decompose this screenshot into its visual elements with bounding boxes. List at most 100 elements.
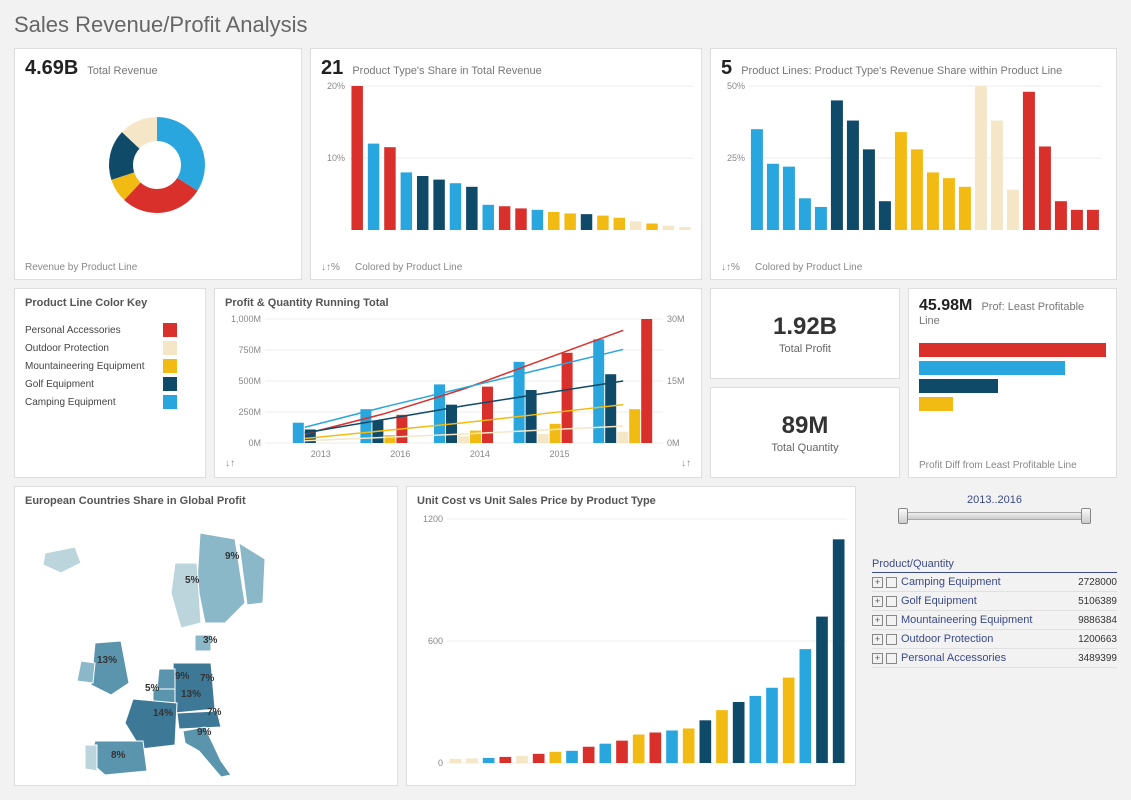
panel-legend: Product Line Color Key Personal Accessor… [14,288,206,478]
svg-text:30M: 30M [667,315,685,324]
sort-icon[interactable]: ↓↑% [721,262,740,273]
svg-text:13%: 13% [181,689,201,700]
tree-row[interactable]: +Camping Equipment2728000 [872,573,1117,592]
legend-swatch [163,359,177,373]
panel-total-revenue: 4.69B Total Revenue Revenue by Product L… [14,48,302,280]
slider-thumb-min[interactable] [898,508,908,524]
tree-header: Product/Quantity [872,556,1117,573]
checkbox[interactable] [886,653,897,664]
hbar [919,361,1106,375]
hbar [919,397,1106,411]
expand-icon[interactable]: + [872,577,883,588]
legend-label: Golf Equipment [25,379,94,390]
donut-chart[interactable] [25,80,293,250]
hbar [919,379,1106,393]
legend-item[interactable]: Mountaineering Equipment [25,359,177,373]
svg-text:750M: 750M [238,345,261,355]
panel-total-quantity: 89M Total Quantity [710,387,900,478]
kpi-21-value: 21 [321,57,343,80]
kpi-5-label: Product Lines: Product Type's Revenue Sh… [741,65,1062,77]
tree-value: 3489399 [1078,653,1117,664]
sort-icon[interactable]: ↓↑ [225,458,235,469]
panel-revenue-caption: Revenue by Product Line [25,262,137,273]
tree-row[interactable]: +Personal Accessories3489399 [872,649,1117,668]
bar-chart-21[interactable]: 20% 10% [321,80,693,250]
tree-label: Camping Equipment [901,576,1078,588]
svg-text:250M: 250M [238,407,261,417]
svg-text:5%: 5% [145,683,160,694]
year-slider[interactable] [902,512,1087,520]
kpi-qty-label: Total Quantity [721,442,889,454]
unit-chart[interactable]: 12006000 [417,513,847,777]
svg-text:2013: 2013 [311,449,331,459]
panel-running-total: Profit & Quantity Running Total 1,000M 75… [214,288,702,478]
sort-icon[interactable]: ↓↑ [681,458,691,469]
svg-text:9%: 9% [225,551,240,562]
hbar [919,343,1106,357]
bar-chart-5[interactable]: 50%25% [721,80,1101,250]
checkbox[interactable] [886,577,897,588]
tree-label: Golf Equipment [901,595,1078,607]
svg-text:0M: 0M [248,438,261,448]
legend-label: Mountaineering Equipment [25,361,145,372]
svg-text:1,000M: 1,000M [231,315,261,324]
legend-swatch [163,341,177,355]
expand-icon[interactable]: + [872,653,883,664]
svg-text:10%: 10% [327,153,345,163]
svg-text:14%: 14% [153,708,173,719]
kpi-profit-value: 1.92B [721,313,889,341]
tree-row[interactable]: + Golf Equipment5106389 [872,592,1117,611]
checkbox[interactable] [886,596,897,607]
svg-text:2016: 2016 [390,449,410,459]
panel-europe-map: European Countries Share in Global Profi… [14,486,398,786]
svg-text:2014: 2014 [470,449,490,459]
svg-text:600: 600 [428,636,443,646]
panel-total-profit: 1.92B Total Profit [710,288,900,379]
expand-icon[interactable]: + [872,634,883,645]
panel-product-line-share: 5 Product Lines: Product Type's Revenue … [710,48,1117,280]
running-title: Profit & Quantity Running Total [225,297,691,309]
tree-value: 9886384 [1078,615,1117,626]
legend-item[interactable]: Personal Accessories [25,323,177,337]
tree-row[interactable]: + Mountaineering Equipment9886384 [872,611,1117,630]
svg-text:7%: 7% [200,673,215,684]
checkbox[interactable] [886,615,897,626]
legend-item[interactable]: Camping Equipment [25,395,177,409]
svg-text:8%: 8% [111,750,126,761]
checkbox[interactable] [886,634,897,645]
svg-text:0: 0 [438,758,443,768]
legend-item[interactable]: Outdoor Protection [25,341,177,355]
svg-text:9%: 9% [175,671,190,682]
kpi-5-value: 5 [721,57,732,80]
kpi-qty-value: 89M [721,412,889,440]
kpi-total-revenue-label: Total Revenue [87,65,157,77]
svg-text:0M: 0M [667,438,680,448]
map-title: European Countries Share in Global Profi… [25,495,387,507]
sort-icon[interactable]: ↓↑% [321,262,340,273]
expand-icon[interactable]: + [872,596,883,607]
legend-swatch [163,323,177,337]
europe-map[interactable]: 9%5%3%13%9%7%5%13%14%7%9%8% [25,513,389,777]
slider-thumb-max[interactable] [1081,508,1091,524]
tree-value: 1200663 [1078,634,1117,645]
kpi-21-label: Product Type's Share in Total Revenue [352,65,541,77]
combo-chart[interactable]: 1,000M750M500M250M0M30M15M0M201320162014… [225,315,693,465]
svg-text:2015: 2015 [550,449,570,459]
tree-label: Mountaineering Equipment [901,614,1078,626]
expand-icon[interactable]: + [872,615,883,626]
svg-text:25%: 25% [727,153,745,163]
tree-value: 5106389 [1078,596,1117,607]
legend-swatch [163,395,177,409]
kpi-profit-label: Total Profit [721,343,889,355]
svg-text:9%: 9% [197,727,212,738]
kpi-profdiff-value: 45.98M [919,297,972,315]
page-title: Sales Revenue/Profit Analysis [14,12,1117,38]
slider-label: 2013..2016 [872,494,1117,506]
svg-text:20%: 20% [327,81,345,91]
tree-row[interactable]: +Outdoor Protection1200663 [872,630,1117,649]
svg-text:3%: 3% [203,635,218,646]
unit-title: Unit Cost vs Unit Sales Price by Product… [417,495,845,507]
legend-item[interactable]: Golf Equipment [25,377,177,391]
legend-title: Product Line Color Key [25,297,195,309]
svg-text:15M: 15M [667,376,685,386]
